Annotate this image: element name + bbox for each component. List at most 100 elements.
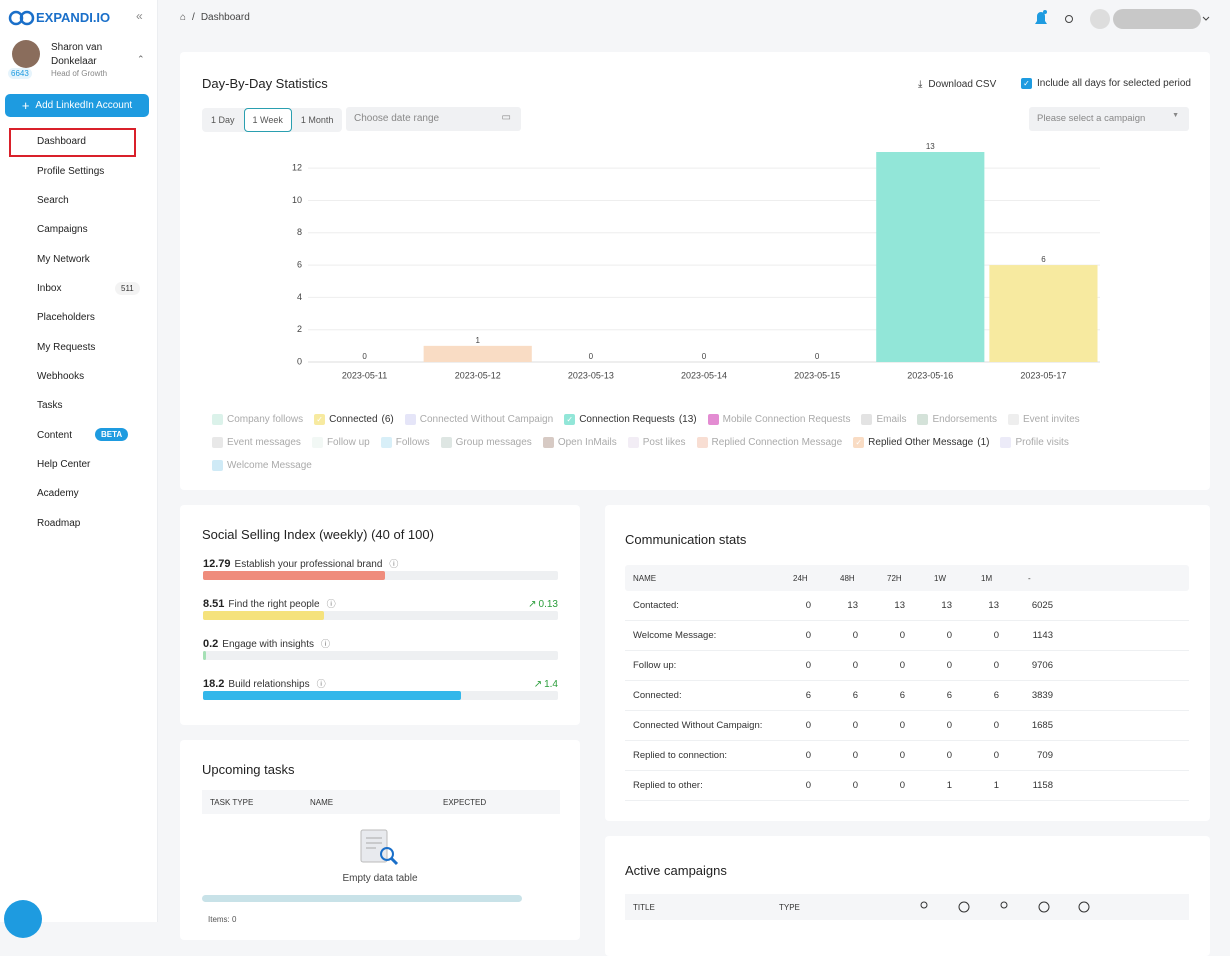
legend-item[interactable]: Replied Connection Message: [696, 435, 843, 449]
legend-item[interactable]: ✓ Connection Requests (13): [564, 412, 697, 426]
range-tab[interactable]: 1 Week: [243, 108, 292, 132]
nav-icon: [18, 518, 29, 529]
bar: [989, 265, 1098, 362]
nav-item[interactable]: Inbox: [18, 280, 61, 296]
total-label: 13: [926, 142, 935, 151]
x-tick-label: 2023-05-12: [455, 370, 501, 380]
legend-swatch: [440, 436, 452, 448]
legend-item[interactable]: Follow up: [311, 435, 370, 449]
cell: 13: [988, 600, 999, 611]
include-all: Include all days for selected period: [1037, 78, 1191, 89]
cell: 13: [847, 600, 858, 611]
nav-item[interactable]: Roadmap: [18, 515, 80, 531]
nav-item[interactable]: Content: [18, 427, 72, 443]
nav-item[interactable]: Help Center: [18, 456, 90, 472]
cell: 0: [946, 630, 952, 641]
legend-item[interactable]: Follows: [380, 435, 430, 449]
nav-item[interactable]: My Requests: [18, 339, 95, 355]
nav-item[interactable]: Profile Settings: [18, 163, 104, 179]
cell: 6025: [1031, 600, 1053, 611]
switch[interactable]: ⌃: [137, 54, 145, 64]
nav-item[interactable]: Placeholders: [18, 309, 95, 325]
ssi-value: 12.79: [203, 558, 231, 570]
legend-label: Replied Connection Message: [711, 436, 843, 448]
nav-item[interactable]: Campaigns: [18, 221, 88, 237]
cell: 0: [852, 660, 858, 671]
legend-item[interactable]: ✓ Replied Other Message (1): [853, 435, 989, 449]
x-tick-label: 2023-05-13: [568, 370, 614, 380]
nav-item[interactable]: Search: [18, 192, 69, 208]
range-tab[interactable]: 1 Day: [211, 115, 235, 125]
cell: 0: [899, 630, 905, 641]
ssi-label-row: 12.79 Establish your professional brand ⓘ: [203, 557, 398, 570]
campaign-select[interactable]: Please select a campaign ▼: [1029, 107, 1189, 131]
legend-item[interactable]: Connected Without Campaign: [404, 412, 553, 426]
legend-label: Connected: [329, 413, 378, 425]
add-account-button[interactable]: + Add LinkedIn Account: [5, 94, 149, 117]
cell: 0: [852, 780, 858, 791]
nav-icon: [18, 400, 29, 411]
nav-label: Dashboard: [37, 135, 86, 147]
legend-item[interactable]: Endorsements: [917, 412, 997, 426]
range-tab[interactable]: 1 Month: [300, 115, 334, 125]
legend-swatch: [212, 459, 223, 471]
download-csv[interactable]: ⤓ Download CSV: [918, 79, 997, 90]
communication-card: Communication stats: [605, 505, 1210, 821]
nav-item[interactable]: Webhooks: [18, 368, 84, 384]
cell: 0: [805, 780, 811, 791]
total-label: 0: [589, 352, 594, 361]
legend-item[interactable]: Profile visits: [1000, 435, 1069, 449]
campaigns-header: [625, 894, 1189, 920]
collapse[interactable]: «: [136, 9, 143, 23]
x-tick-label: 2023-05-16: [907, 370, 953, 380]
ssi-track: [203, 571, 558, 580]
cell: 6: [993, 690, 999, 701]
nav-item[interactable]: Tasks: [18, 397, 63, 413]
legend-item[interactable]: Welcome Message: [212, 458, 312, 472]
legend-item[interactable]: Emails: [861, 412, 906, 426]
legend-item[interactable]: Group messages: [440, 435, 532, 449]
legend-swatch: [1007, 413, 1019, 425]
cell: 6: [805, 690, 811, 701]
legend-item[interactable]: ✓ Connected (6): [314, 412, 394, 426]
communication-header: [625, 565, 1189, 591]
nav-label: My Requests: [37, 341, 96, 353]
legend-swatch: ✓: [853, 436, 865, 448]
column-header: TITLE: [633, 903, 655, 912]
legend-swatch: [696, 436, 708, 448]
table-row: Connected: 6 6 6 6 6 3839: [625, 681, 1189, 711]
ssi-bar: [203, 691, 462, 700]
legend-item[interactable]: Post likes: [627, 435, 686, 449]
nav-item[interactable]: Dashboard: [18, 133, 86, 149]
cell: 1: [993, 780, 999, 791]
legend-item[interactable]: Open InMails: [542, 435, 617, 449]
y-tick-label: 6: [297, 259, 302, 269]
trend-value: 0.13: [538, 599, 558, 610]
ssi-trend: ↗ 0.13: [528, 599, 558, 610]
tasks-header: [202, 790, 560, 814]
legend-item[interactable]: Company follows: [212, 412, 303, 426]
legend-count: (6): [381, 413, 394, 425]
x-tick-label: 2023-05-14: [681, 370, 727, 380]
nav-label: Help Center: [37, 458, 91, 470]
legend-label: Profile visits: [1015, 436, 1069, 448]
legend-item[interactable]: Event invites: [1007, 412, 1080, 426]
legend-label: Open InMails: [557, 436, 617, 448]
chat-button[interactable]: [4, 900, 42, 938]
legend-swatch: [311, 436, 323, 448]
legend-swatch: [627, 436, 639, 448]
legend-item[interactable]: Event messages: [212, 435, 301, 449]
home-icon[interactable]: ⌂: [180, 12, 187, 23]
total-label: 6: [1041, 255, 1046, 264]
nav-item[interactable]: Academy: [18, 485, 79, 501]
empty-icon: [360, 829, 399, 866]
info-icon: ⓘ: [326, 599, 336, 609]
date-range[interactable]: Choose date range ▭: [346, 107, 521, 131]
checkbox[interactable]: ✓: [1021, 78, 1032, 89]
nav-item[interactable]: My Network: [18, 251, 90, 267]
nav-icon: [18, 136, 29, 147]
legend-item[interactable]: Mobile Connection Requests: [707, 412, 850, 426]
cell: 0: [899, 660, 905, 671]
date-placeholder: Choose date range: [354, 113, 440, 124]
cell: Replied to other:: [633, 780, 703, 791]
